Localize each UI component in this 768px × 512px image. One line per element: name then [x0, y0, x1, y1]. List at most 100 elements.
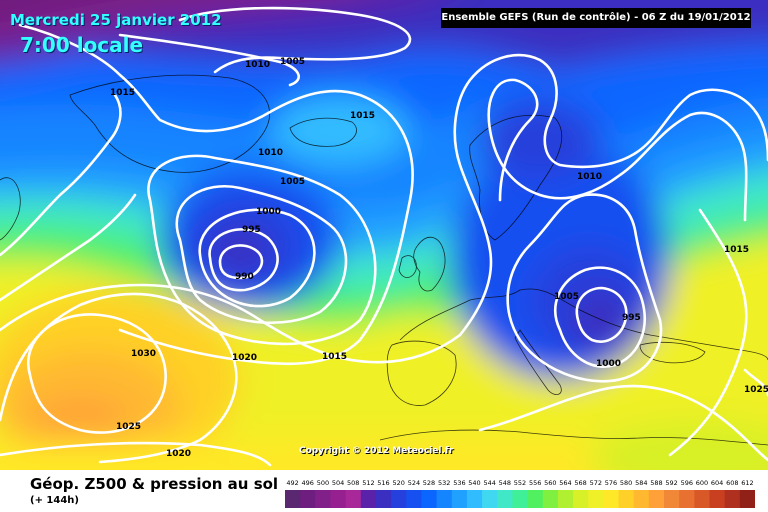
legend-swatch	[633, 490, 650, 508]
legend-swatch	[588, 490, 604, 508]
isobar-label: 1010	[245, 60, 270, 70]
legend-value: 504	[332, 479, 344, 487]
legend-value: 520	[392, 479, 404, 487]
legend-value: 532	[438, 479, 450, 487]
italy-coast	[514, 329, 562, 395]
legend-value: 536	[453, 479, 465, 487]
forecast-date: Mercredi 25 janvier 2012	[10, 11, 222, 29]
isobar-1015-west	[0, 193, 137, 302]
isobar-label: 1015	[350, 111, 375, 121]
isobar-1000-europe	[554, 266, 646, 368]
legend-swatch	[724, 490, 741, 508]
legend-swatch	[648, 490, 665, 508]
legend-swatch	[618, 490, 635, 508]
isobar-1015-east	[668, 208, 748, 457]
legend-swatch	[345, 490, 362, 508]
legend-value: 576	[605, 479, 617, 487]
legend-value: 580	[620, 479, 632, 487]
isobar-labels: 1010 1005 1015 1015 1010 1005 1000 995 9…	[110, 57, 768, 459]
isobar-1020-south	[0, 441, 272, 467]
legend-swatch	[603, 490, 620, 508]
isobar-1005-greenland	[118, 33, 300, 87]
isobars	[0, 6, 768, 467]
ireland-coast	[398, 255, 417, 278]
isobar-label: 1005	[280, 57, 305, 67]
isobar-label: 1015	[322, 352, 347, 362]
legend-value: 560	[544, 479, 556, 487]
isobar-1005-europe	[506, 193, 663, 383]
isobar-label: 1010	[258, 148, 283, 158]
model-run-info: Ensemble GEFS (Run de contrôle) - 06 Z d…	[441, 8, 751, 28]
legend-swatch	[542, 490, 559, 508]
scandinavia-coast	[469, 114, 563, 241]
isobar-label: 1030	[131, 349, 156, 359]
legend-swatch	[391, 490, 407, 508]
legend-swatch	[573, 490, 589, 508]
legend-value: 588	[650, 479, 662, 487]
legend-value: 552	[514, 479, 526, 487]
greenland-coast	[69, 74, 271, 173]
legend-swatch	[709, 490, 726, 508]
legend-value: 572	[590, 479, 602, 487]
legend-value: 608	[726, 479, 738, 487]
legend-swatch	[466, 490, 483, 508]
isobar-1020	[0, 283, 462, 364]
black-sea-coast	[639, 341, 706, 364]
legend-value: 568	[574, 479, 586, 487]
isobar-1015-north	[18, 23, 414, 366]
legend-value: 544	[483, 479, 495, 487]
isobar-1015-europe	[453, 53, 768, 337]
forecast-time: 7:00 locale	[20, 33, 144, 57]
product-title: Géop. Z500 & pression au sol	[30, 475, 279, 493]
legend-value: 508	[347, 479, 359, 487]
color-scale-legend: 492 496 500 504 508 512 516 520 524 528 532 536 540 5…	[285, 479, 755, 508]
legend-swatch	[557, 490, 574, 508]
geopotential-map: 1010 1005 1015 1015 1010 1005 1000 995 9…	[0, 0, 768, 470]
legend-value: 496	[301, 479, 313, 487]
legend-swatch	[512, 490, 529, 508]
isobar-label: 1015	[110, 88, 135, 98]
legend-value: 564	[559, 479, 571, 487]
legend-value: 524	[408, 479, 420, 487]
legend-value: 584	[635, 479, 647, 487]
isobar-995	[208, 228, 279, 292]
legend-value: 548	[499, 479, 511, 487]
legend-swatch	[300, 490, 316, 508]
legend-swatch	[330, 490, 347, 508]
isobar-1000	[198, 208, 316, 308]
legend-value: 600	[696, 479, 708, 487]
legend-value: 540	[468, 479, 480, 487]
isobar-label: 1000	[256, 207, 281, 217]
isobar-label: 1020	[232, 353, 257, 363]
isobar-1010-europe	[487, 78, 748, 222]
legend-swatch	[739, 490, 755, 508]
iceland-coast	[289, 117, 357, 147]
legend-swatch	[679, 490, 695, 508]
legend-value: 500	[317, 479, 329, 487]
legend-swatch	[451, 490, 468, 508]
legend-value: 612	[741, 479, 753, 487]
legend-swatch	[421, 490, 438, 508]
legend-swatch	[406, 490, 422, 508]
legend-value: 512	[362, 479, 374, 487]
isobar-1005-atlantic	[175, 184, 348, 325]
isobar-label: 995	[622, 313, 641, 323]
legend-swatch	[285, 490, 301, 508]
canada-coast	[0, 177, 21, 241]
isobar-label: 1005	[554, 292, 579, 302]
isobar-1025-west	[0, 292, 238, 464]
legend-value: 528	[423, 479, 435, 487]
legend-value: 492	[286, 479, 298, 487]
isobar-label: 990	[235, 272, 254, 282]
isobar-label: 1025	[744, 385, 768, 395]
isobar-label: 1005	[280, 177, 305, 187]
isobar-label: 995	[242, 225, 261, 235]
legend-value: 556	[529, 479, 541, 487]
isobar-label: 1000	[596, 359, 621, 369]
north-africa-coast	[379, 429, 768, 446]
isobar-label: 1010	[577, 172, 602, 182]
isobar-label: 1020	[166, 449, 191, 459]
copyright-notice: Copyright © 2012 Meteociel.fr	[299, 446, 454, 456]
isobar-1010-greenland	[178, 6, 412, 74]
